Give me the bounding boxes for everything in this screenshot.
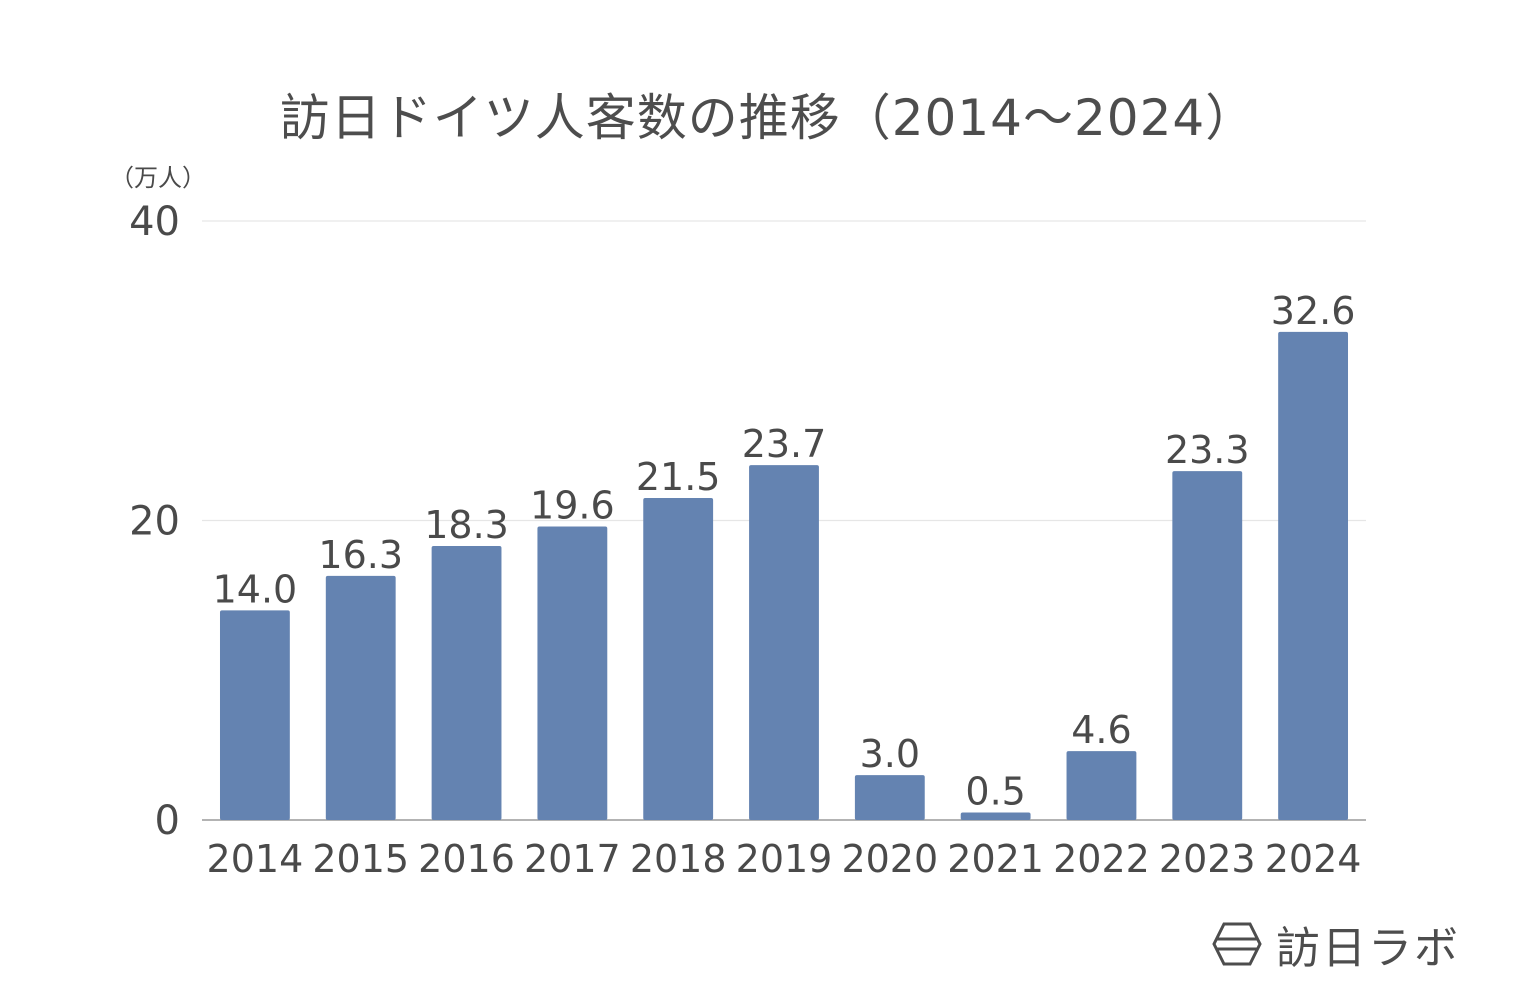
bar bbox=[537, 526, 608, 820]
bar-value-label: 14.0 bbox=[213, 567, 298, 611]
x-tick-label: 2024 bbox=[1265, 837, 1362, 881]
bar bbox=[960, 812, 1031, 820]
bar bbox=[643, 498, 714, 820]
y-tick-label: 20 bbox=[129, 499, 180, 545]
bar-value-label: 32.6 bbox=[1271, 289, 1356, 333]
bar bbox=[219, 610, 290, 820]
y-tick-label: 0 bbox=[155, 798, 180, 844]
x-tick-label: 2023 bbox=[1159, 837, 1256, 881]
x-tick-label: 2021 bbox=[947, 837, 1044, 881]
bar bbox=[431, 545, 502, 820]
bar-value-label: 0.5 bbox=[965, 770, 1025, 814]
bar-value-label: 21.5 bbox=[636, 455, 721, 499]
bar-value-label: 18.3 bbox=[424, 503, 509, 547]
chart-title: 訪日ドイツ人客数の推移（2014〜2024） bbox=[279, 89, 1257, 147]
x-tick-label: 2018 bbox=[630, 837, 727, 881]
bar-value-label: 19.6 bbox=[530, 483, 615, 527]
y-axis-unit-label: （万人） bbox=[110, 164, 206, 192]
bar bbox=[1172, 471, 1243, 820]
bar-value-label: 16.3 bbox=[318, 533, 403, 577]
bar bbox=[1278, 331, 1349, 820]
x-tick-label: 2022 bbox=[1053, 837, 1150, 881]
bar-value-label: 4.6 bbox=[1071, 708, 1131, 752]
hexagon-logo-icon bbox=[1212, 922, 1262, 966]
bar-value-label: 23.7 bbox=[742, 422, 827, 466]
x-tick-label: 2016 bbox=[418, 837, 515, 881]
bar-value-label: 23.3 bbox=[1165, 428, 1250, 472]
x-tick-label: 2017 bbox=[524, 837, 621, 881]
bar-value-label: 3.0 bbox=[860, 732, 920, 776]
y-tick-label: 40 bbox=[129, 199, 180, 245]
x-tick-label: 2015 bbox=[312, 837, 409, 881]
x-tick-label: 2019 bbox=[736, 837, 833, 881]
x-tick-label: 2014 bbox=[207, 837, 304, 881]
bar bbox=[1066, 751, 1137, 820]
bar bbox=[854, 775, 925, 820]
x-tick-label: 2020 bbox=[841, 837, 938, 881]
bar bbox=[325, 575, 396, 820]
bar bbox=[749, 465, 819, 820]
brand-logo: 訪日ラボ bbox=[1212, 912, 1460, 976]
brand-name: 訪日ラボ bbox=[1276, 923, 1460, 974]
